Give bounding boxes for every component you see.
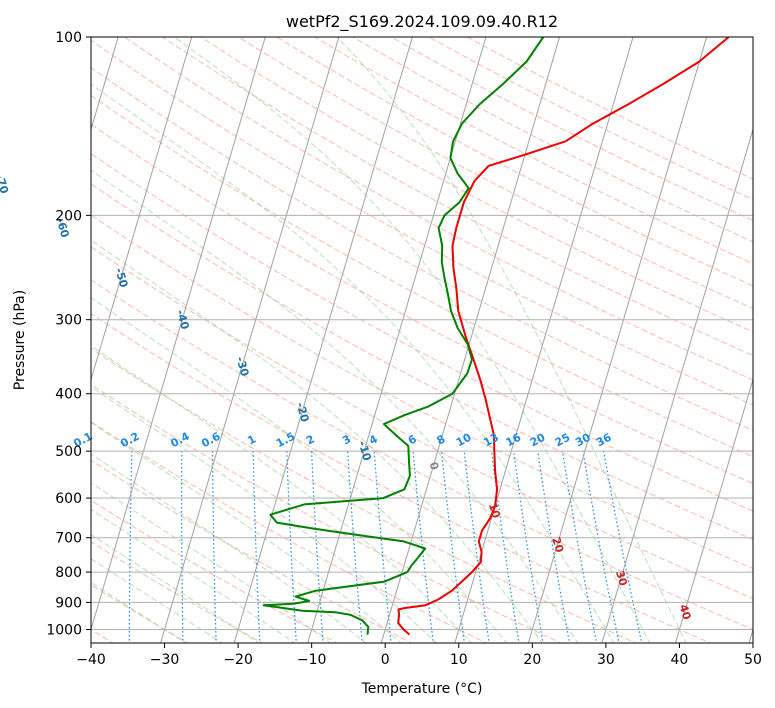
isotherm-label: -30 <box>233 355 251 378</box>
y-tick-label: 400 <box>55 387 82 403</box>
x-tick-label: 50 <box>744 652 762 668</box>
isotherm-line <box>527 37 708 643</box>
isotherm-line <box>160 37 340 643</box>
isotherm-line <box>601 127 753 643</box>
isotherm-line <box>91 37 266 632</box>
mixing-ratio-label: 16 <box>504 431 524 450</box>
isotherm-label: 20 <box>549 536 566 555</box>
y-tick-label: 900 <box>55 595 82 611</box>
mixing-ratio-line <box>561 451 598 643</box>
x-tick-label: 20 <box>523 652 541 668</box>
profile-lines <box>262 37 730 636</box>
x-axis-label: Temperature (°C) <box>361 681 483 697</box>
x-tick-label: −30 <box>150 652 180 668</box>
dry-adiabat <box>91 153 753 512</box>
x-tick-label: 30 <box>597 652 615 668</box>
y-tick-label: 200 <box>55 208 82 224</box>
mixing-ratio-label: 13 <box>481 431 501 450</box>
dry-adiabat <box>237 37 753 310</box>
mixing-ratio-label: 20 <box>528 431 548 450</box>
dry-adiabat <box>91 183 753 541</box>
isotherm-line <box>380 37 561 643</box>
mixing-ratio-line <box>490 451 520 643</box>
isotherm-line <box>91 37 193 382</box>
chart-title: wetPf2_S169.2024.109.09.40.R12 <box>286 12 558 32</box>
moist-adiabat <box>91 386 437 643</box>
isotherm-label: 0 <box>426 460 441 471</box>
isotherm-line <box>674 377 753 643</box>
isotherm-line <box>91 37 119 132</box>
dry-adiabat <box>91 66 753 432</box>
dry-adiabat <box>161 37 753 357</box>
y-tick-label: 1000 <box>46 623 82 639</box>
mixing-ratio-line <box>513 451 544 643</box>
isotherm-label: -20 <box>293 401 311 424</box>
isotherm-label: -50 <box>112 266 130 289</box>
y-tick-label: 500 <box>55 444 82 460</box>
y-axis-label: Pressure (hPa) <box>12 290 28 390</box>
isotherm-label: -60 <box>53 216 71 239</box>
x-tick-label: 0 <box>381 652 390 668</box>
line-labels: -100-90-80-70-60-50-40-30-20-10010203040… <box>0 172 694 622</box>
y-tick-label: 300 <box>55 313 82 329</box>
mixing-ratio-line <box>181 451 184 643</box>
dry-adiabat <box>123 37 753 381</box>
dewpoint-profile <box>262 37 545 635</box>
x-tick-label: −20 <box>223 652 253 668</box>
mixing-ratio-label: 30 <box>573 431 593 450</box>
mixing-ratio-line <box>582 450 620 643</box>
y-tick-label: 800 <box>55 565 82 581</box>
x-tick-label: −40 <box>76 652 106 668</box>
mixing-ratio-label: 25 <box>553 431 573 450</box>
y-tick-label: 700 <box>55 531 82 547</box>
x-tick-label: 10 <box>450 652 468 668</box>
moist-adiabat <box>91 239 543 643</box>
mixing-ratio-line <box>537 451 571 643</box>
dry-adiabat <box>91 123 753 485</box>
isotherm-label: 40 <box>677 603 694 622</box>
axis-ticks: −40 −30 −20 −10 0 10 20 30 40 5010020030040050060… <box>46 30 762 668</box>
dry-adiabat <box>91 279 753 631</box>
isotherm-line <box>233 37 413 643</box>
moist-adiabat <box>91 453 367 643</box>
y-tick-label: 100 <box>55 30 82 46</box>
isotherm-label: 10 <box>486 501 503 520</box>
x-tick-label: 40 <box>671 652 689 668</box>
isotherm-label: -70 <box>0 172 11 195</box>
isotherm-label: 30 <box>613 569 630 588</box>
temperature-profile <box>397 37 730 636</box>
mixing-ratio-label: 10 <box>454 431 474 450</box>
mixing-ratio-line <box>603 451 643 643</box>
dry-adiabat <box>91 246 753 600</box>
mixing-ratio-label: 36 <box>594 431 614 450</box>
background-lines <box>91 37 753 643</box>
mixing-ratio-line <box>212 451 217 643</box>
plot-frame <box>90 36 754 644</box>
x-tick-label: −10 <box>297 652 327 668</box>
isotherm-label: -40 <box>174 308 192 331</box>
isotherm-label: -10 <box>356 440 374 463</box>
y-tick-label: 600 <box>55 491 82 507</box>
isotherm-line <box>454 37 634 643</box>
